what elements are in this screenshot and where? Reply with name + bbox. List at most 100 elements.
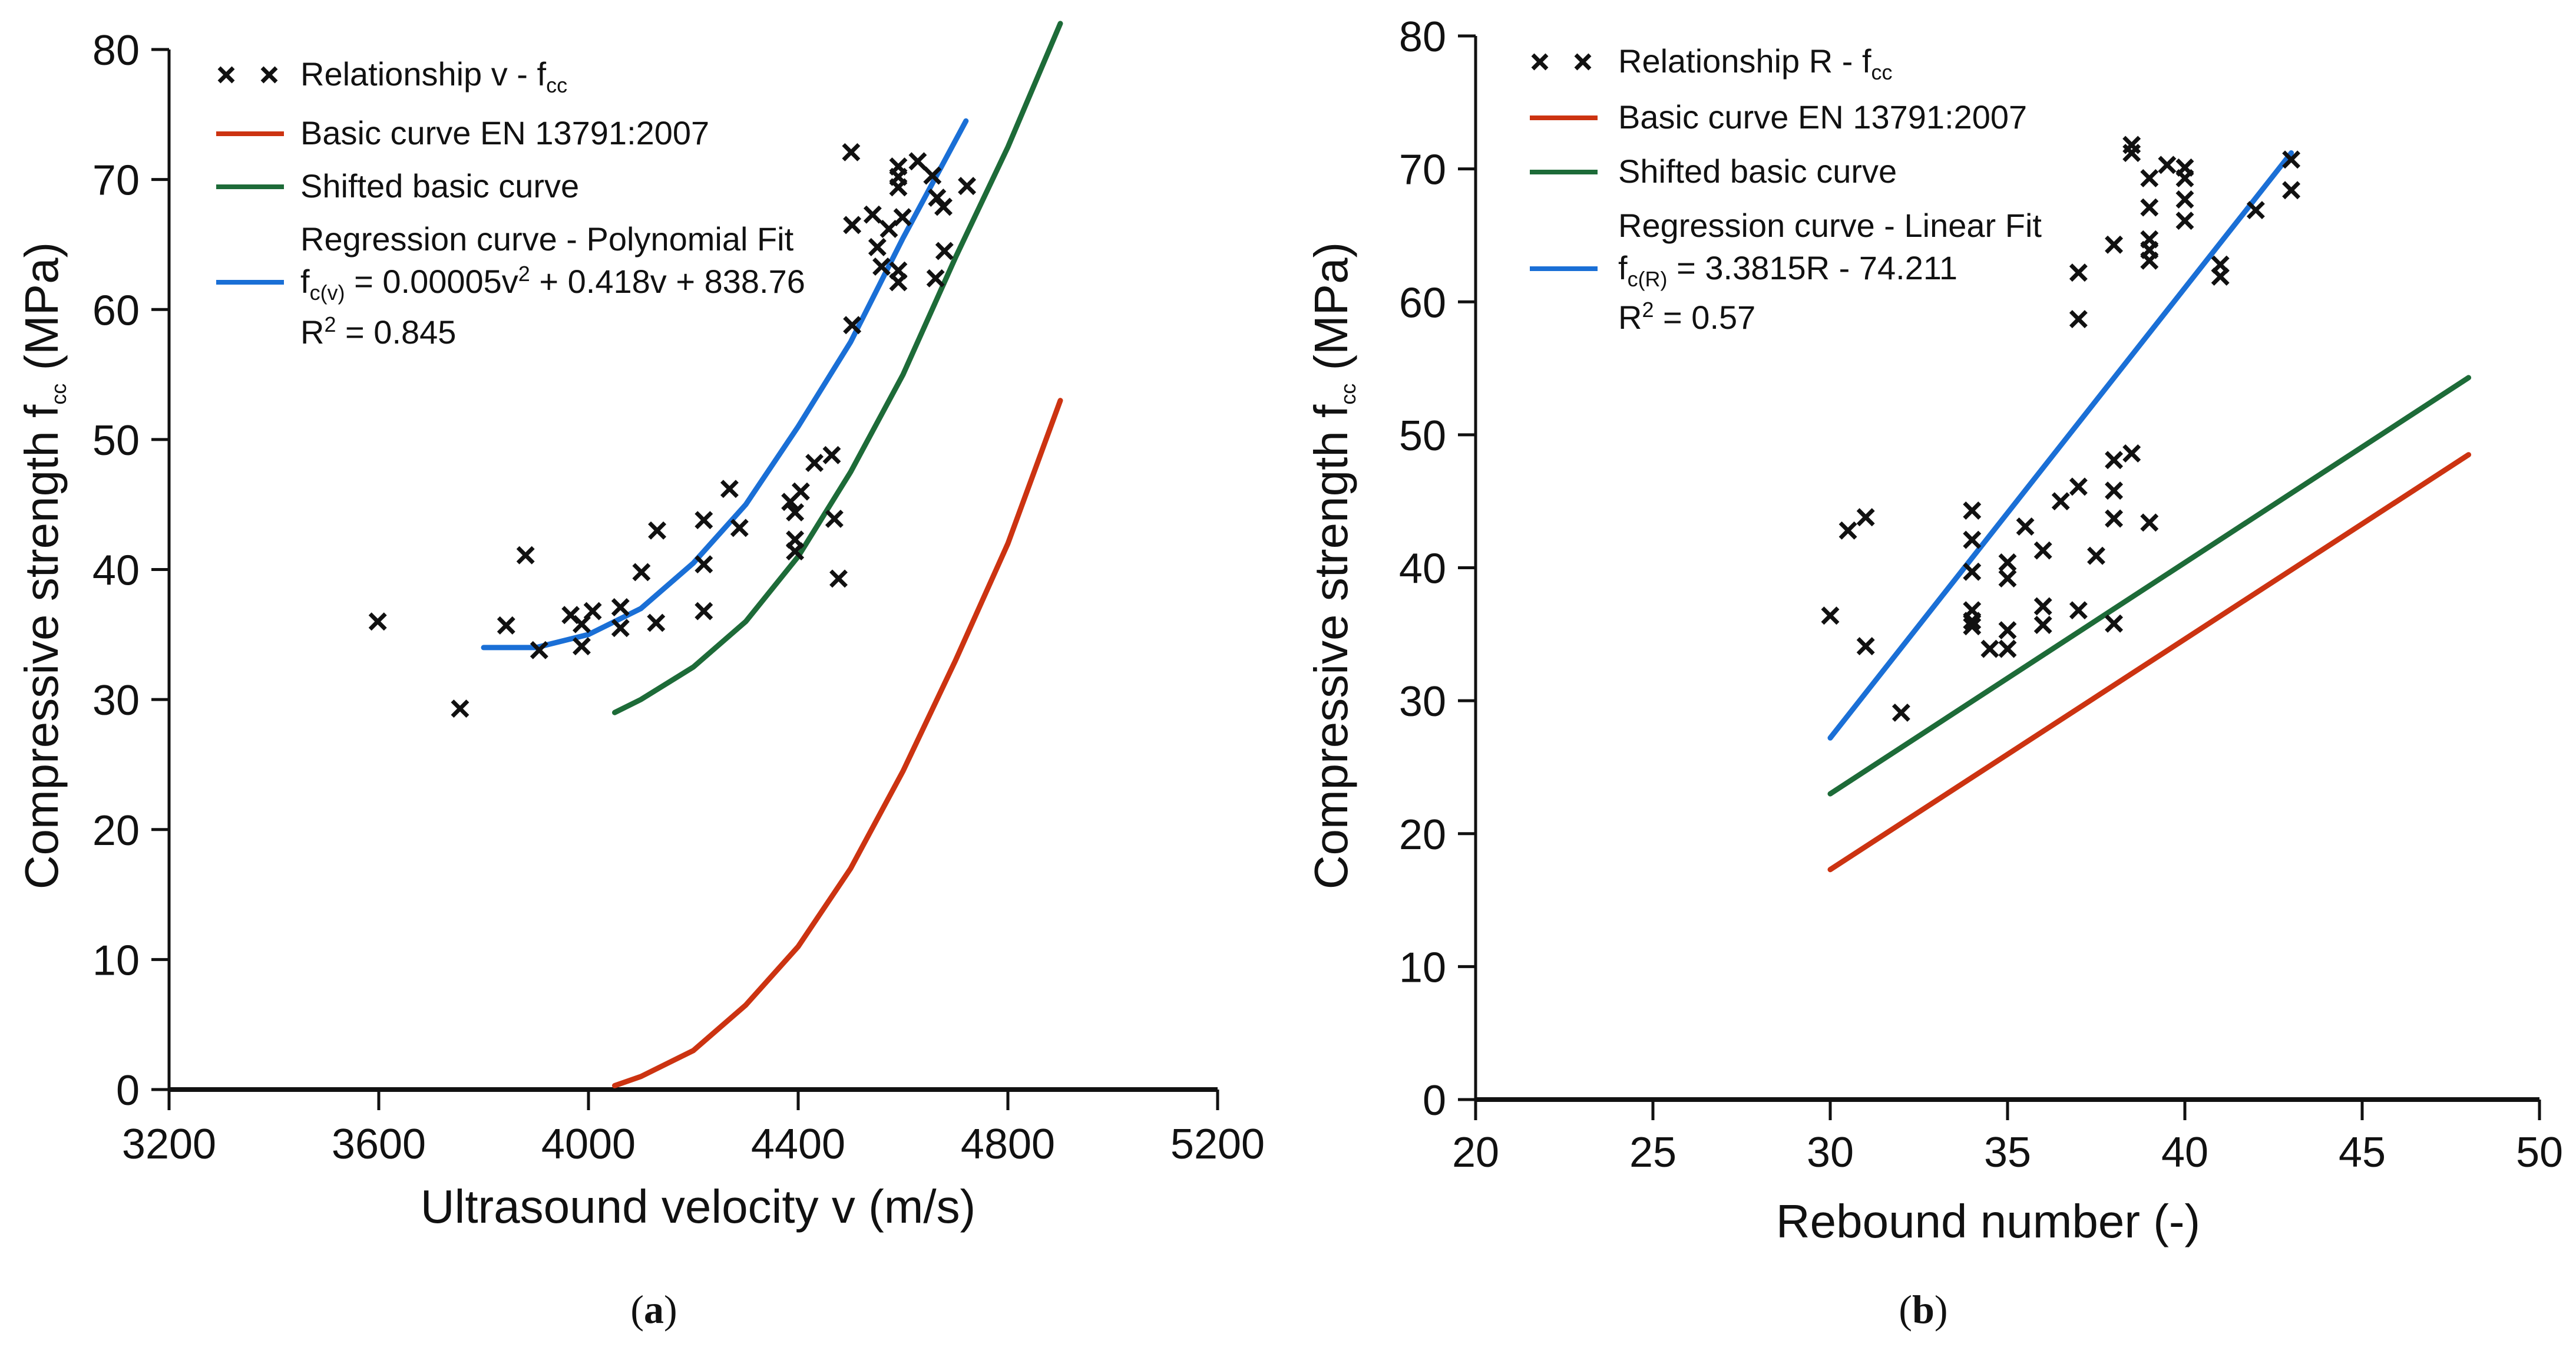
- data-point: [648, 521, 667, 540]
- legend-shifted: Shifted basic curve: [300, 167, 579, 204]
- legend-basic: Basic curve EN 13791:2007: [300, 114, 709, 151]
- chart-b: 20 25 30 35 40 45 50 0 10 20 30 40 50 60 70 80 Rebound n…: [1305, 14, 2563, 1247]
- data-point: [2087, 546, 2105, 565]
- data-point: [497, 616, 515, 635]
- data-point: [2175, 212, 2194, 230]
- data-point: [2140, 169, 2159, 187]
- data-point: [2033, 597, 2052, 616]
- data-point: [1998, 621, 2017, 640]
- x-tick-label: 35: [1984, 1129, 2031, 1176]
- data-point: [889, 273, 908, 292]
- data-point: [805, 454, 824, 473]
- y-axis-label: Compressive strength fcc (MPa): [1305, 242, 1360, 890]
- data-point: [572, 637, 591, 656]
- x-tick-label: 25: [1629, 1129, 1676, 1176]
- y-tick-label: 60: [1399, 279, 1446, 326]
- data-point: [530, 641, 548, 659]
- y-tick-label: 40: [1399, 546, 1446, 593]
- legend-marker-points: [260, 66, 278, 84]
- y-tick-label: 40: [92, 547, 140, 595]
- data-point: [829, 569, 848, 588]
- data-point: [842, 143, 861, 161]
- data-point: [1838, 521, 1857, 540]
- x-tick-label: 20: [1452, 1129, 1499, 1176]
- data-point: [1998, 553, 2017, 572]
- data-point: [647, 613, 666, 632]
- data-point: [1963, 562, 1982, 581]
- data-point: [2211, 267, 2230, 286]
- data-point: [2033, 541, 2052, 560]
- data-point: [923, 166, 942, 185]
- data-point: [2069, 601, 2088, 620]
- data-point: [1998, 639, 2017, 658]
- r-squared: R2 = 0.845: [300, 312, 456, 351]
- legend: Relationship R - fcc Basic curve EN 13791…: [1530, 42, 2042, 336]
- legend-regression: Regression curve - Linear Fit: [1618, 207, 2042, 244]
- data-point: [2069, 477, 2088, 496]
- regression-equation: fc(R) = 3.3815R - 74.211: [1618, 249, 1957, 291]
- data-point: [695, 511, 713, 530]
- caption-a: (a): [630, 1287, 677, 1332]
- y-tick-label: 70: [1399, 147, 1446, 194]
- data-point: [863, 205, 882, 224]
- legend-basic: Basic curve EN 13791:2007: [1618, 98, 2027, 136]
- y-tick-label: 30: [92, 677, 140, 724]
- data-point: [611, 598, 630, 616]
- data-point: [2033, 616, 2052, 634]
- x-tick-label: 50: [2516, 1129, 2563, 1176]
- data-point: [889, 178, 908, 197]
- data-point: [1980, 639, 1999, 658]
- data-point: [2140, 513, 2159, 532]
- shifted-curve: [1827, 375, 2472, 797]
- basic-curve: [612, 398, 1063, 1088]
- data-point: [730, 519, 749, 537]
- data-point: [2051, 492, 2070, 511]
- regression-curve: [1827, 150, 2294, 741]
- y-tick-label: 0: [116, 1067, 140, 1114]
- data-point: [786, 542, 805, 561]
- data-point: [2069, 263, 2088, 282]
- legend-marker-points: [1574, 53, 1592, 71]
- data-point: [1963, 530, 1982, 549]
- y-tick-label: 80: [92, 27, 140, 74]
- legend-points: Relationship v - fcc: [300, 55, 567, 97]
- data-point: [611, 619, 630, 638]
- data-point: [632, 563, 651, 582]
- data-point: [934, 197, 953, 216]
- data-point: [720, 480, 739, 499]
- y-tick-label: 10: [1399, 944, 1446, 991]
- chart-a: 3200 3600 4000 4400 4800 5200 0 10 20 30 40 50 60 70 8…: [15, 21, 1265, 1233]
- data-point: [1963, 501, 1982, 520]
- legend-points: Relationship R - fcc: [1618, 42, 1893, 84]
- data-point: [516, 546, 535, 565]
- data-point: [1892, 703, 1910, 722]
- y-tick-label: 20: [1399, 811, 1446, 859]
- x-tick-label: 5200: [1170, 1121, 1265, 1168]
- data-point: [2122, 144, 2141, 163]
- data-point: [1821, 606, 1840, 625]
- data-point: [2069, 310, 2088, 329]
- data-point: [868, 237, 887, 256]
- x-axis-label: Ultrasound velocity v (m/s): [421, 1180, 975, 1233]
- x-tick-label: 4800: [961, 1121, 1055, 1168]
- caption-b: (b): [1899, 1287, 1947, 1332]
- data-point: [583, 602, 602, 620]
- x-tick-label: 45: [2339, 1129, 2386, 1176]
- y-axis-label: Compressive strength fcc (MPa): [15, 242, 71, 890]
- regression-equation: fc(v) = 0.00005v2 + 0.418v + 838.76: [300, 262, 805, 305]
- data-point: [2140, 251, 2159, 270]
- regression-curve: [481, 118, 969, 651]
- legend-marker-points: [217, 66, 235, 84]
- basic-curve: [1827, 452, 2472, 873]
- data-point: [2105, 481, 2124, 500]
- data-point: [825, 509, 844, 528]
- data-point: [893, 208, 912, 227]
- data-point: [2246, 201, 2265, 220]
- legend-shifted: Shifted basic curve: [1618, 153, 1897, 190]
- legend: Relationship v - fcc Basic curve EN 13791…: [216, 55, 805, 351]
- x-tick-label: 3600: [332, 1121, 426, 1168]
- y-tick-label: 60: [92, 287, 140, 334]
- legend-marker-points: [1531, 53, 1549, 71]
- data-point: [872, 257, 891, 276]
